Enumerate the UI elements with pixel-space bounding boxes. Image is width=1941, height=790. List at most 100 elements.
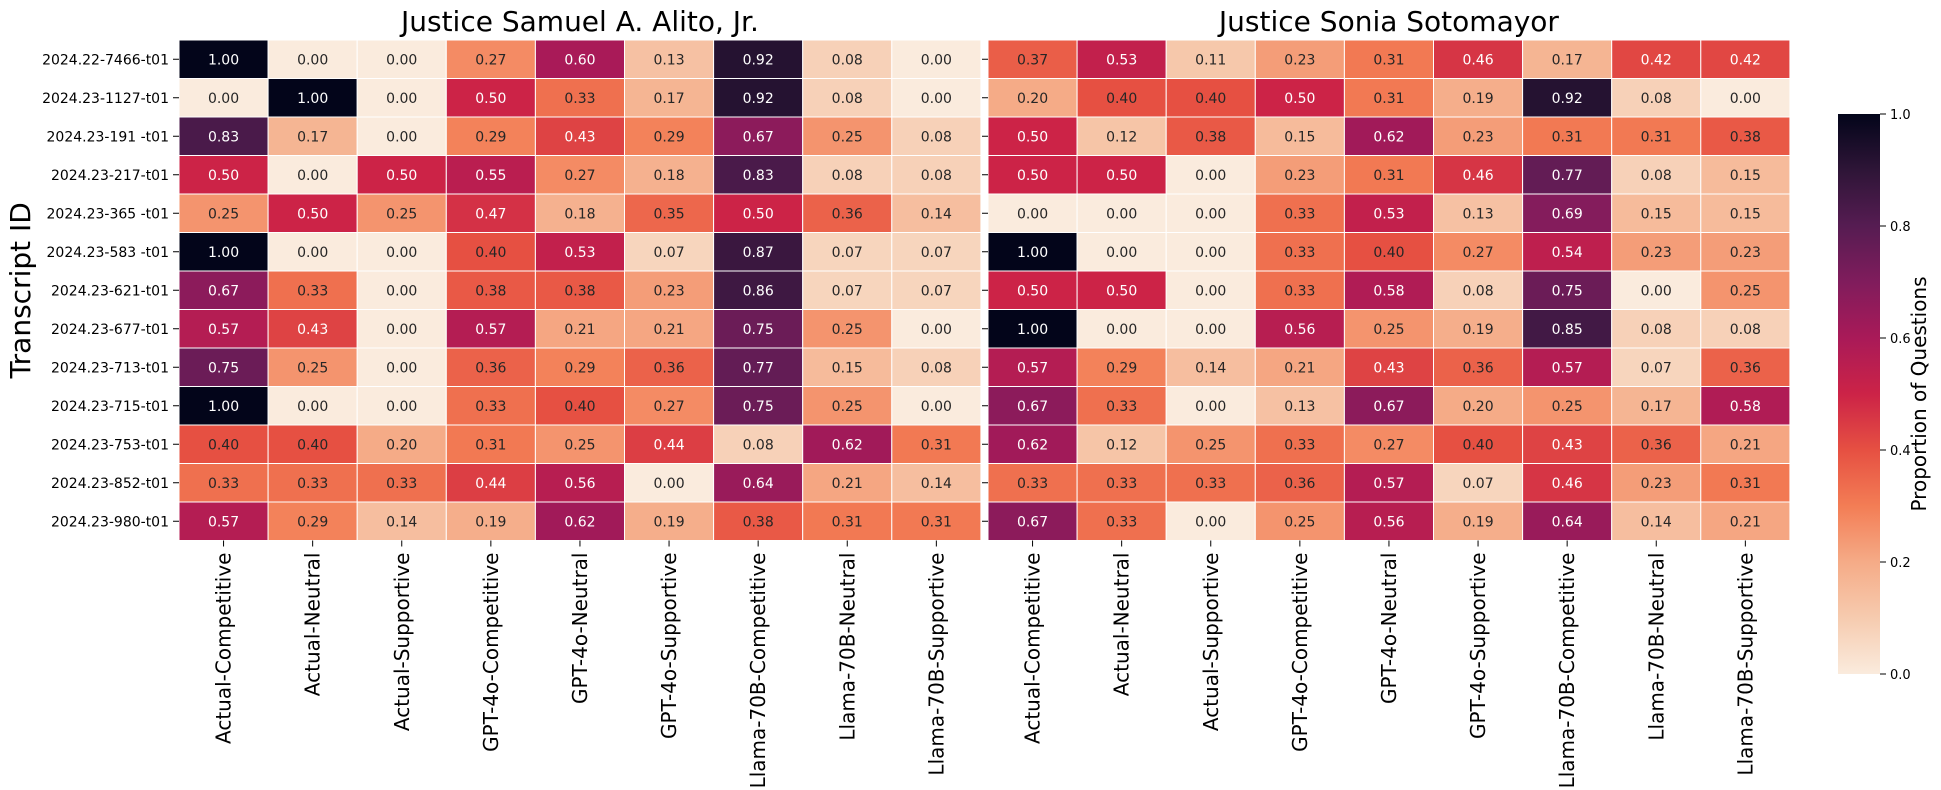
x-tick-label: Llama-70B-Neutral [1644,553,1668,741]
heatmap-cell [891,232,982,272]
cell-value-label: 0.00 [1730,91,1761,107]
y-tick-label: 2024.23-1127-t01 [42,91,169,107]
heatmap-cell [1433,78,1524,118]
heatmap-cell [356,463,447,503]
heatmap-cell [891,463,982,503]
cell-value-label: 0.15 [1730,168,1761,184]
heatmap-cell [987,309,1078,349]
heatmap-cell [1522,78,1613,118]
cell-value-label: 0.67 [1017,514,1048,530]
cell-value-label: 0.00 [1106,206,1137,222]
cell-value-label: 0.33 [386,476,417,492]
cell-value-label: 0.56 [1373,514,1404,530]
heatmap-cell [445,232,536,272]
heatmap-cell [1611,270,1702,310]
heatmap-cell [713,347,804,387]
cell-value-label: 0.21 [564,322,595,338]
cell-value-label: 1.00 [208,399,239,415]
cell-value-label: 0.57 [208,322,239,338]
heatmap-cell [1165,232,1256,272]
cell-value-label: 0.83 [743,168,774,184]
cell-value-label: 0.67 [743,129,774,145]
cell-value-label: 0.33 [208,476,239,492]
heatmap-cell [1076,424,1167,464]
heatmap-cell [1522,347,1613,387]
heatmap-cell [445,501,536,541]
heatmap-cell [178,270,269,310]
heatmap-cell [624,309,715,349]
cell-value-label: 0.00 [653,476,684,492]
heatmap-cell [1076,501,1167,541]
cell-value-label: 0.00 [921,52,952,68]
heatmap-cell [534,463,626,503]
heatmap-cell [534,116,626,156]
cell-value-label: 0.00 [386,129,417,145]
cell-value-label: 0.00 [386,283,417,299]
cell-value-label: 0.46 [1552,476,1583,492]
cell-value-label: 0.15 [832,360,863,376]
cell-value-label: 0.92 [743,91,774,107]
cell-value-label: 0.33 [297,283,328,299]
heatmap-cell [1343,155,1435,195]
cell-value-label: 0.00 [386,360,417,376]
cell-value-label: 0.40 [1462,437,1493,453]
y-tick-label: 2024.23-852-t01 [51,476,169,492]
cell-value-label: 0.00 [1195,399,1226,415]
heatmap-cell [534,501,626,541]
heatmap-cell [1611,116,1702,156]
x-tick-label: GPT-4o-Neutral [568,553,592,705]
heatmap-cell [1522,463,1613,503]
heatmap-cell [802,424,893,464]
heatmap-cell [1076,39,1167,79]
cell-value-label: 0.08 [743,437,774,453]
cell-value-label: 0.18 [564,206,595,222]
cell-value-label: 0.57 [475,322,506,338]
cell-value-label: 0.47 [475,206,506,222]
heatmap-cell [1611,424,1702,464]
heatmap-cell [356,193,447,233]
cell-value-label: 0.77 [1552,168,1583,184]
heatmap-cell [1076,309,1167,349]
cell-value-label: 0.21 [1730,514,1761,530]
cell-value-label: 0.08 [1730,322,1761,338]
heatmap-cell [1343,386,1435,426]
heatmap-cell [1433,347,1524,387]
cell-value-label: 0.14 [1195,360,1226,376]
cell-value-label: 0.17 [1552,52,1583,68]
panel-title-2: Justice Sonia Sotomayor [1217,5,1560,38]
heatmap-cell [1611,155,1702,195]
heatmap-cell [1165,78,1256,118]
heatmap-cell [445,116,536,156]
heatmap-cell [1611,39,1702,79]
cell-value-label: 0.33 [475,399,506,415]
cell-value-label: 0.18 [653,168,684,184]
cell-value-label: 0.50 [386,168,417,184]
cell-value-label: 0.29 [1106,360,1137,376]
colorbar-tick-label: 0.4 [1890,444,1911,459]
cell-value-label: 1.00 [297,91,328,107]
cell-value-label: 0.64 [1552,514,1583,530]
heatmap-cell [891,309,982,349]
cell-value-label: 0.44 [475,476,506,492]
cell-value-label: 0.07 [653,245,684,261]
cell-value-label: 0.23 [1641,245,1672,261]
x-tick-label: GPT-4o-Supportive [657,553,681,739]
heatmap-cell [802,232,893,272]
cell-value-label: 0.08 [1462,283,1493,299]
cell-value-label: 0.17 [297,129,328,145]
cell-value-label: 0.07 [1641,360,1672,376]
cell-value-label: 0.00 [1641,283,1672,299]
cell-value-label: 0.38 [1730,129,1761,145]
heatmap-cell [987,347,1078,387]
y-tick-label: 2024.23-753-t01 [51,437,169,453]
heatmap-cell [1343,116,1435,156]
heatmap-cell [1343,39,1435,79]
cell-value-label: 0.57 [1017,360,1048,376]
cell-value-label: 0.33 [1284,245,1315,261]
heatmap-cell [1522,232,1613,272]
heatmap-cell [713,270,804,310]
cell-value-label: 0.00 [1195,245,1226,261]
cell-value-label: 0.62 [564,514,595,530]
cell-value-label: 0.23 [1641,476,1672,492]
